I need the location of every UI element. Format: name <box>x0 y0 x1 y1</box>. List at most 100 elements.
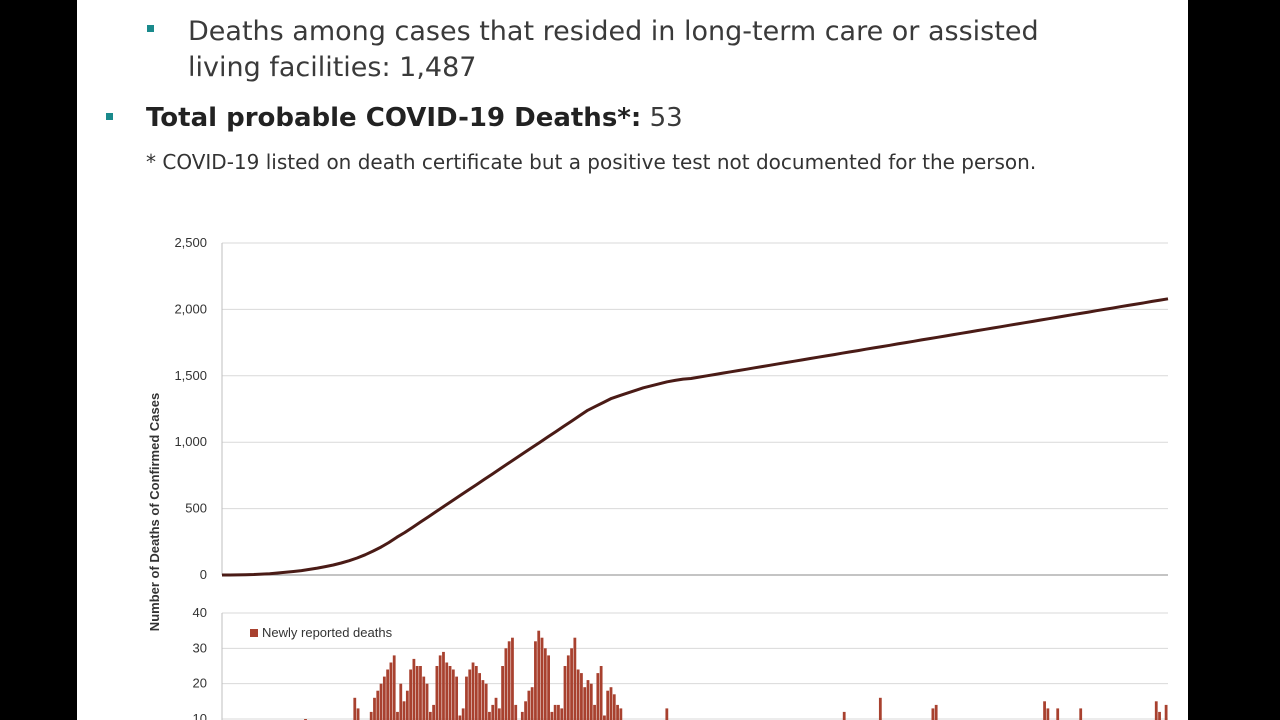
legend-swatch <box>250 629 258 637</box>
daily-death-bar <box>438 655 442 720</box>
daily-death-bar <box>583 687 587 720</box>
y-tick-label: 40 <box>193 605 207 620</box>
daily-death-bar <box>376 690 380 720</box>
daily-death-bar <box>573 637 577 720</box>
daily-death-bar <box>570 648 573 720</box>
y-tick-label: 20 <box>193 676 207 691</box>
legend-label: Newly reported deaths <box>262 625 393 640</box>
document-page: Deaths among cases that resided in long-… <box>77 0 1188 720</box>
daily-death-bar <box>422 676 426 720</box>
daily-death-bar <box>540 637 544 720</box>
daily-death-bar <box>432 704 436 720</box>
footnote: * COVID-19 listed on death certificate b… <box>146 150 1037 174</box>
daily-death-bar <box>451 669 455 720</box>
y-tick-label: 500 <box>185 501 207 516</box>
y-tick-label: 1,000 <box>174 434 207 449</box>
daily-death-bar <box>665 708 669 720</box>
daily-death-bar <box>606 690 610 720</box>
daily-death-bar <box>373 697 376 720</box>
daily-death-bar <box>501 666 504 720</box>
daily-death-bar <box>405 690 409 720</box>
total-probable-deaths-bullet: Total probable COVID-19 Deaths*: 53 <box>146 100 683 136</box>
y-tick-label: 1,500 <box>174 368 207 383</box>
total-probable-value: 53 <box>649 103 683 133</box>
daily-death-bar <box>369 711 373 720</box>
daily-death-bar <box>609 687 613 720</box>
daily-death-bar <box>593 704 596 720</box>
daily-death-bar <box>553 704 557 720</box>
daily-death-bar <box>527 690 531 720</box>
daily-death-bar <box>382 676 386 720</box>
daily-death-bar <box>396 711 399 720</box>
covid-deaths-chart: 0 500 1,000 1,500 2,000 2,500 10 20 30 40 Newly r… <box>147 235 1169 720</box>
y-tick-label: 30 <box>193 640 207 655</box>
daily-death-bar <box>563 666 567 720</box>
daily-death-bar <box>550 711 554 720</box>
daily-death-bar <box>428 711 432 720</box>
daily-death-bar <box>379 683 383 720</box>
daily-death-bar <box>442 651 445 720</box>
cumulative-deaths-line <box>222 297 1169 577</box>
daily-death-bar <box>1043 701 1046 720</box>
daily-deaths-bar-chart: 10 20 30 40 Newly reported deaths <box>193 605 1168 720</box>
y-tick-label: 10 <box>193 711 207 720</box>
daily-death-bar <box>425 683 429 720</box>
daily-death-bar <box>589 683 593 720</box>
daily-death-bar <box>537 630 541 720</box>
daily-death-bar <box>1046 708 1050 720</box>
daily-death-bar <box>445 662 449 720</box>
daily-death-bar <box>557 704 560 720</box>
daily-death-bar <box>514 704 518 720</box>
daily-death-bar <box>586 680 590 720</box>
daily-death-bar <box>494 697 498 720</box>
ltc-deaths-bullet: Deaths among cases that resided in long-… <box>188 16 1039 83</box>
daily-death-bar <box>461 708 465 720</box>
bullet-marker <box>147 25 154 32</box>
daily-death-bar <box>603 715 606 720</box>
y-tick-label: 0 <box>200 567 207 582</box>
daily-death-bar <box>511 637 514 720</box>
cumulative-deaths-line-chart: 0 500 1,000 1,500 2,000 2,500 <box>174 235 1169 582</box>
daily-death-bar <box>520 711 524 720</box>
daily-death-bar <box>524 701 527 720</box>
daily-death-bar <box>1079 708 1083 720</box>
daily-death-bar <box>507 641 511 720</box>
daily-death-bar <box>576 669 580 720</box>
daily-death-bar <box>934 704 938 720</box>
daily-death-bar <box>402 701 406 720</box>
daily-death-bar <box>458 715 462 720</box>
daily-death-bar <box>448 666 452 720</box>
daily-death-bar <box>412 658 416 720</box>
daily-death-bar <box>356 708 360 720</box>
daily-death-bar <box>471 662 475 720</box>
y-axis-label: Number of Deaths of Confirmed Cases <box>147 393 162 631</box>
daily-death-bar <box>481 680 485 720</box>
daily-death-bar <box>596 673 600 720</box>
y-tick-label: 2,500 <box>174 235 207 250</box>
daily-death-bar <box>399 683 403 720</box>
daily-death-bar <box>1056 708 1060 720</box>
daily-death-bar <box>392 655 396 720</box>
daily-death-bar <box>878 697 882 720</box>
daily-death-bar <box>619 708 623 720</box>
daily-death-bar <box>931 708 935 720</box>
daily-death-bar <box>419 666 422 720</box>
y-tick-label: 2,000 <box>174 301 207 316</box>
daily-death-bar <box>1158 711 1161 720</box>
bullet-marker <box>106 113 113 120</box>
daily-death-bar <box>468 669 472 720</box>
daily-death-bar <box>455 676 459 720</box>
daily-death-bar <box>409 669 413 720</box>
daily-death-bar <box>612 694 616 720</box>
daily-death-bar <box>497 708 501 720</box>
daily-death-bar <box>435 666 439 720</box>
daily-death-bar <box>386 669 390 720</box>
daily-death-bar <box>566 655 570 720</box>
daily-death-bar <box>616 704 619 720</box>
daily-death-bar <box>534 641 537 720</box>
daily-death-bar <box>530 687 534 720</box>
daily-death-bar <box>599 666 603 720</box>
total-probable-label: Total probable COVID-19 Deaths*: <box>146 103 642 133</box>
daily-death-bar <box>1154 701 1158 720</box>
daily-death-bar <box>560 708 564 720</box>
